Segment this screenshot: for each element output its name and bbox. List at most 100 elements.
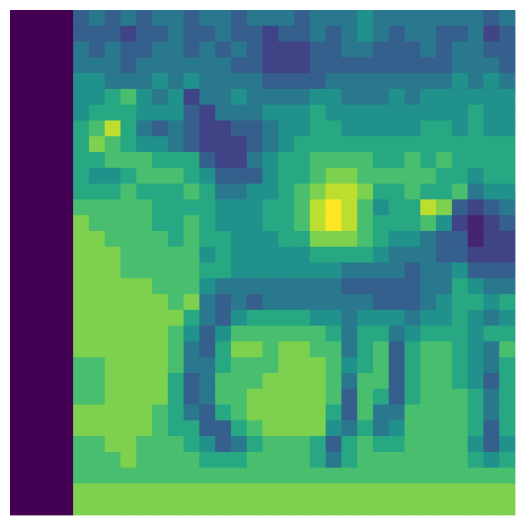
heatmap-cell [152,325,169,342]
heatmap-cell [388,483,405,500]
heatmap-cell [467,404,484,421]
heatmap-cell [436,152,453,169]
heatmap-cell [167,199,184,216]
heatmap-cell [88,404,106,421]
heatmap-cell [467,278,484,295]
heatmap-cell [357,294,374,311]
heatmap-cell [294,341,311,358]
heatmap-cell [325,278,342,295]
heatmap-cell [499,404,516,421]
heatmap-cell [215,215,232,232]
heatmap-cell [404,309,421,327]
heatmap-cell [262,388,279,405]
heatmap-cell [199,499,216,516]
heatmap-cell [420,278,437,295]
heatmap-cell [341,294,358,311]
heatmap-cell [230,10,248,27]
heatmap-cell [246,57,263,74]
heatmap-cell [25,499,42,516]
heatmap-cell [120,41,137,58]
heatmap-cell [499,152,516,169]
heatmap-cell [152,10,169,27]
heatmap-cell [357,25,374,42]
heatmap-cell [278,420,295,437]
heatmap-cell [483,436,500,453]
heatmap-cell [10,25,27,42]
heatmap-cell [262,88,279,106]
heatmap-cell [136,199,153,216]
heatmap-cell [451,88,469,106]
heatmap-cell [199,167,216,184]
heatmap-cell [309,215,327,232]
heatmap-cell [10,167,27,184]
heatmap-cell [499,451,516,469]
heatmap-cell [152,183,169,200]
heatmap-cell [152,372,169,390]
heatmap-cell [262,73,279,90]
heatmap-cell [467,25,484,42]
heatmap-cell [483,404,500,421]
heatmap-cell [262,483,279,500]
heatmap-cell [167,215,184,232]
heatmap-cell [183,499,200,516]
heatmap-cell [183,73,200,90]
heatmap-cell [73,483,90,500]
heatmap-cell [357,436,374,453]
heatmap-cell [483,357,500,374]
heatmap-cell [420,73,437,90]
heatmap-cell [404,436,421,453]
heatmap-cell [451,10,469,27]
heatmap-cell [57,262,74,279]
heatmap-cell [262,325,279,342]
heatmap-cell [388,420,405,437]
heatmap-cell [341,246,358,263]
heatmap-cell [483,167,500,184]
heatmap-cell [57,246,74,263]
heatmap-cell [10,10,27,27]
heatmap-cell [199,199,216,216]
heatmap-cell [152,357,169,374]
heatmap-cell [10,325,27,342]
heatmap-cell [215,120,232,137]
heatmap-cell [372,199,390,216]
heatmap-cell [372,388,390,405]
heatmap-cell [483,420,500,437]
heatmap-cell [467,309,484,327]
heatmap-cell [451,199,469,216]
heatmap-cell [499,199,516,216]
heatmap-cell [41,215,58,232]
heatmap-cell [57,215,74,232]
heatmap-cell [215,183,232,200]
heatmap-cell [341,199,358,216]
heatmap-cell [25,372,42,390]
heatmap-cell [294,499,311,516]
heatmap-cell [136,57,153,74]
heatmap-cell [262,294,279,311]
heatmap-cell [215,451,232,469]
heatmap-cell [499,294,516,311]
heatmap-cell [309,167,327,184]
heatmap-cell [325,309,342,327]
heatmap-cell [309,404,327,421]
heatmap-cell [88,136,106,153]
heatmap-cell [57,451,74,469]
heatmap-cell [467,152,484,169]
heatmap-cell [167,404,184,421]
heatmap-cell [41,436,58,453]
heatmap-cell [341,372,358,390]
heatmap-cell [88,230,106,248]
heatmap-cell [436,230,453,248]
heatmap-cell [467,388,484,405]
heatmap-cell [294,483,311,500]
heatmap-cell [136,230,153,248]
heatmap-cell [372,294,390,311]
heatmap-cell [436,341,453,358]
heatmap-cell [136,136,153,153]
heatmap-cell [325,246,342,263]
heatmap-cell [136,309,153,327]
heatmap-cell [199,436,216,453]
heatmap-cell [357,120,374,137]
heatmap-cell [294,451,311,469]
heatmap-cell [25,57,42,74]
heatmap-cell [215,325,232,342]
